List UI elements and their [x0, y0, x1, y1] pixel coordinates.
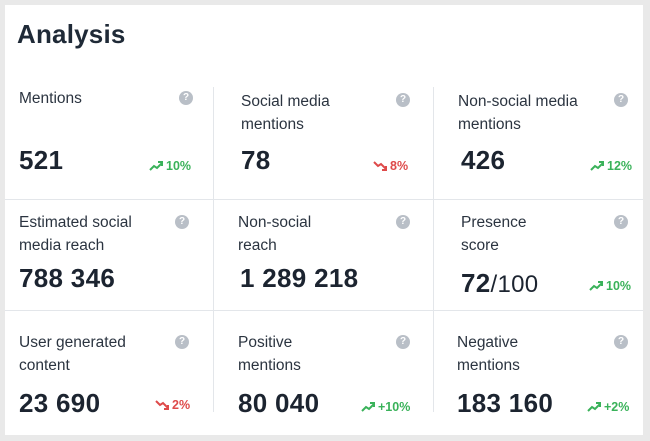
metric-label: Mentions: [19, 90, 82, 107]
metric-user-generated-content: User generated content ? 23 690 2%: [19, 331, 199, 421]
metric-label: Non-social media mentions: [458, 93, 578, 133]
trend-value: 10%: [606, 279, 632, 293]
metric-positive-mentions: Positive mentions ? 80 040 +10%: [238, 331, 423, 421]
metric-label: Social media mentions: [241, 93, 330, 133]
help-icon[interactable]: ?: [614, 335, 628, 349]
metric-negative-mentions: Negative mentions ? 183 160 +2%: [457, 331, 639, 421]
trend-value: 12%: [607, 159, 633, 173]
metric-estimated-social-media-reach: Estimated social media reach ? 788 346: [19, 211, 199, 306]
column-divider: [213, 87, 214, 412]
metric-social-media-mentions: Social media mentions ? 78 8%: [241, 87, 421, 195]
trend-up-icon: [361, 402, 375, 412]
help-icon[interactable]: ?: [175, 335, 189, 349]
trend-value: 10%: [166, 159, 192, 173]
metric-label: User generated content: [19, 334, 126, 374]
trend-up-icon: [589, 281, 603, 291]
help-icon[interactable]: ?: [175, 215, 189, 229]
metric-value: 80 040: [238, 388, 320, 418]
metric-value: 183 160: [457, 388, 554, 418]
metric-label: Non-social reach: [238, 214, 312, 254]
metric-non-social-reach: Non-social reach ? 1 289 218: [238, 211, 418, 306]
metric-value: 521: [19, 145, 64, 175]
trend-up-icon: [587, 402, 601, 412]
trend-badge: +2%: [587, 400, 629, 414]
trend-up-icon: [590, 161, 604, 171]
trend-down-icon: [155, 400, 169, 410]
trend-up-icon: [149, 161, 163, 171]
trend-badge: 8%: [373, 159, 408, 173]
metric-presence-score: Presence score ? 72/100 10%: [461, 211, 639, 306]
metric-non-social-media-mentions: Non-social media mentions ? 426 12%: [458, 87, 638, 195]
trend-value: +10%: [378, 400, 411, 414]
column-divider: [433, 87, 434, 412]
metric-value: 1 289 218: [240, 263, 359, 293]
row-divider: [5, 199, 643, 200]
help-icon[interactable]: ?: [614, 93, 628, 107]
trend-value: 8%: [390, 159, 409, 173]
analysis-card: Analysis Mentions ? 521 10% Social media…: [5, 5, 643, 435]
metrics-grid: Mentions ? 521 10% Social media mentions…: [5, 87, 643, 422]
help-icon[interactable]: ?: [396, 335, 410, 349]
metric-value-suffix: /100: [490, 271, 539, 298]
trend-down-icon: [373, 161, 387, 171]
metric-mentions: Mentions ? 521 10%: [19, 87, 199, 195]
metric-value: 788 346: [19, 263, 116, 293]
trend-value: 2%: [172, 398, 191, 412]
trend-badge: 10%: [589, 279, 631, 293]
metric-label: Estimated social media reach: [19, 214, 132, 254]
help-icon[interactable]: ?: [179, 91, 193, 105]
trend-badge: 12%: [590, 159, 632, 173]
section-title: Analysis: [17, 19, 126, 49]
trend-badge: +10%: [361, 400, 410, 414]
trend-badge: 2%: [155, 398, 190, 412]
metric-label: Negative mentions: [457, 334, 520, 374]
help-icon[interactable]: ?: [396, 215, 410, 229]
help-icon[interactable]: ?: [614, 215, 628, 229]
metric-value-number: 72: [461, 268, 491, 298]
help-icon[interactable]: ?: [396, 93, 410, 107]
metric-value: 72/100: [461, 268, 538, 299]
metric-value: 426: [461, 145, 506, 175]
trend-badge: 10%: [149, 159, 191, 173]
trend-value: +2%: [604, 400, 630, 414]
row-divider: [5, 310, 643, 311]
metric-label: Positive mentions: [238, 334, 301, 374]
metric-label: Presence score: [461, 214, 527, 254]
metric-value: 23 690: [19, 388, 101, 418]
metric-value: 78: [241, 145, 271, 175]
